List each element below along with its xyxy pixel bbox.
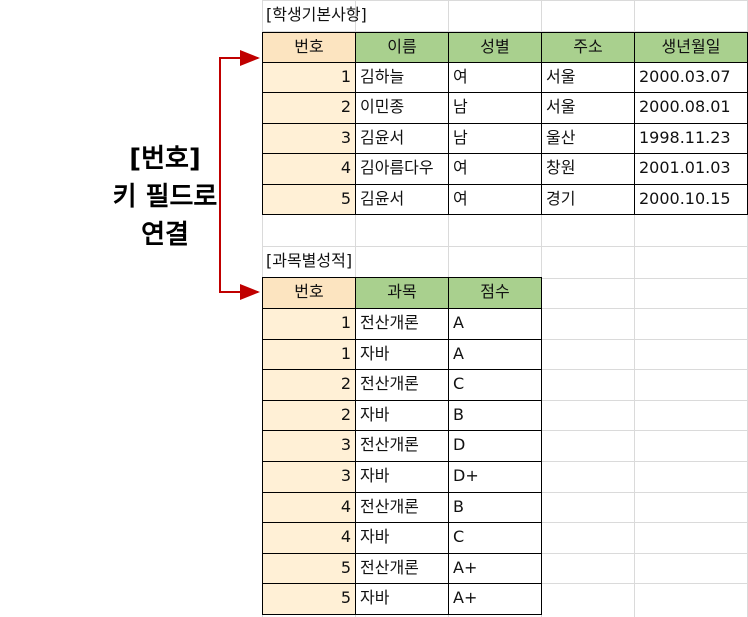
data-cell: 울산 xyxy=(541,122,635,155)
data-cell: 김하늘 xyxy=(355,62,449,94)
data-cell: 자바 xyxy=(355,461,449,493)
data-cell: A xyxy=(448,338,542,371)
header-cell: 번호 xyxy=(262,31,356,63)
header-cell: 생년월일 xyxy=(634,31,748,63)
data-cell: 전산개론 xyxy=(355,430,449,462)
data-cell: D+ xyxy=(448,461,542,493)
data-cell: 남 xyxy=(448,122,542,155)
data-cell: 4 xyxy=(262,491,356,524)
data-cell: 1 xyxy=(262,338,356,371)
data-cell: 3 xyxy=(262,430,356,462)
data-cell: D xyxy=(448,430,542,462)
sheet-gridline xyxy=(262,31,748,32)
sheet-gridline xyxy=(634,0,635,617)
data-cell: 5 xyxy=(262,183,356,215)
data-cell: 자바 xyxy=(355,522,449,554)
data-cell: 전산개론 xyxy=(355,369,449,401)
data-cell: 김아름다우 xyxy=(355,153,449,185)
data-cell: 4 xyxy=(262,522,356,554)
data-cell: 경기 xyxy=(541,183,635,215)
data-cell: 2 xyxy=(262,399,356,432)
annotation: [번호] 키 필드로 연결 xyxy=(95,140,235,254)
data-cell: B xyxy=(448,399,542,432)
header-cell: 번호 xyxy=(262,277,356,309)
table-title: [과목별성적] xyxy=(266,251,353,270)
header-cell: 이름 xyxy=(355,31,449,63)
data-cell: 자바 xyxy=(355,583,449,615)
data-cell: 2000.10.15 xyxy=(634,183,748,215)
data-cell: 3 xyxy=(262,461,356,493)
data-cell: 2000.03.07 xyxy=(634,62,748,94)
data-cell: 여 xyxy=(448,62,542,94)
data-cell: B xyxy=(448,491,542,524)
data-cell: 서울 xyxy=(541,62,635,94)
data-cell: 자바 xyxy=(355,399,449,432)
data-cell: 김윤서 xyxy=(355,183,449,215)
sheet-gridline xyxy=(262,0,748,1)
data-cell: C xyxy=(448,369,542,401)
data-cell: 창원 xyxy=(541,153,635,185)
data-cell: 4 xyxy=(262,153,356,185)
data-cell: 2 xyxy=(262,369,356,401)
data-cell: C xyxy=(448,522,542,554)
data-cell: 2001.01.03 xyxy=(634,153,748,185)
data-cell: A+ xyxy=(448,583,542,615)
data-cell: 전산개론 xyxy=(355,491,449,524)
annotation-line: 키 필드로 xyxy=(112,182,218,212)
data-cell: 김윤서 xyxy=(355,122,449,155)
data-cell: 1998.11.23 xyxy=(634,122,748,155)
data-cell: 2 xyxy=(262,92,356,124)
header-cell: 주소 xyxy=(541,31,635,63)
sheet-gridline xyxy=(262,246,748,247)
data-cell: 여 xyxy=(448,153,542,185)
header-cell: 점수 xyxy=(448,277,542,309)
header-cell: 성별 xyxy=(448,31,542,63)
data-cell: 남 xyxy=(448,92,542,124)
data-cell: 1 xyxy=(262,62,356,94)
data-cell: A xyxy=(448,308,542,340)
annotation-line: 연결 xyxy=(141,220,189,250)
table-title: [학생기본사항] xyxy=(266,5,367,24)
data-cell: 이민종 xyxy=(355,92,449,124)
data-cell: 5 xyxy=(262,583,356,615)
header-cell: 과목 xyxy=(355,277,449,309)
data-cell: 여 xyxy=(448,183,542,215)
data-cell: 전산개론 xyxy=(355,552,449,585)
data-cell: 3 xyxy=(262,122,356,155)
data-cell: 2000.08.01 xyxy=(634,92,748,124)
annotation-line: [번호] xyxy=(129,144,201,174)
data-cell: A+ xyxy=(448,552,542,585)
data-cell: 1 xyxy=(262,308,356,340)
data-cell: 전산개론 xyxy=(355,308,449,340)
data-cell: 서울 xyxy=(541,92,635,124)
data-cell: 5 xyxy=(262,552,356,585)
data-cell: 자바 xyxy=(355,338,449,371)
